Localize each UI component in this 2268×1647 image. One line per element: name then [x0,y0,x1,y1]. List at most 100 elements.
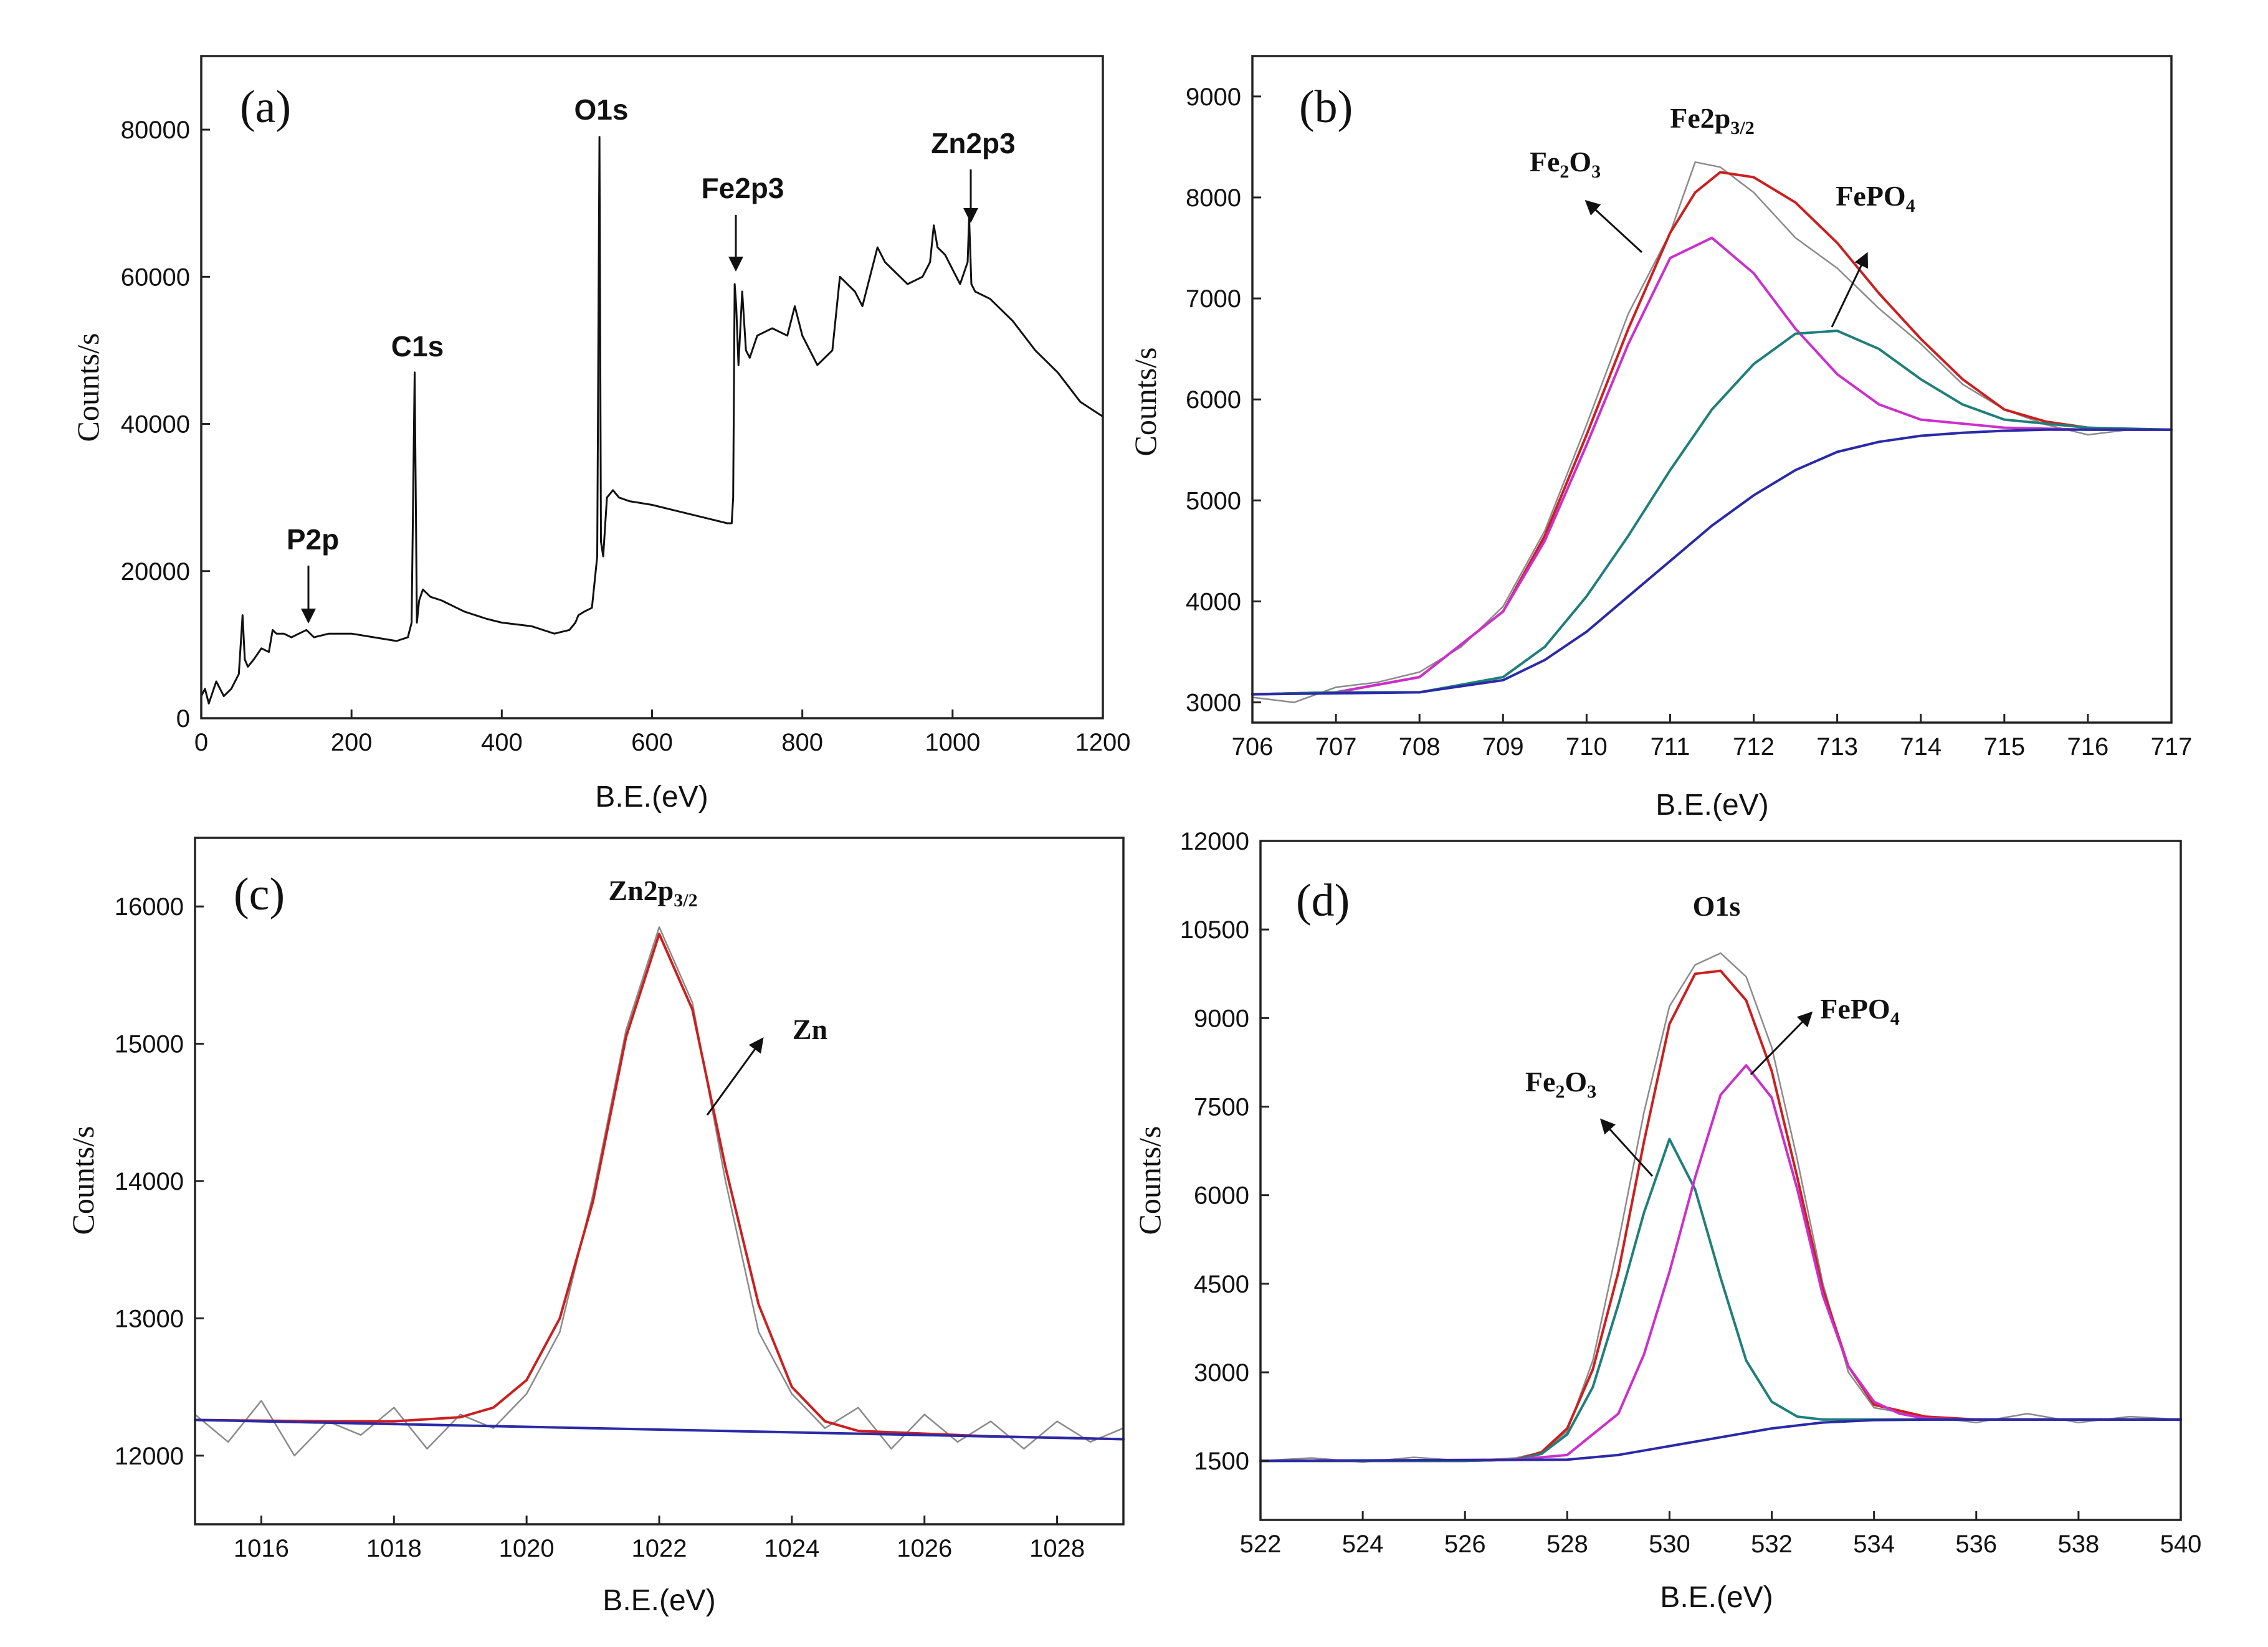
panel-a-series-survey [200,136,1104,705]
panel-b-series-fe2o3 [1251,236,2173,696]
panel-b-xtick-label: 707 [1315,733,1357,761]
panel-a-xtick-label: 1000 [925,729,980,756]
panel-a-ytick-label: 20000 [121,558,190,586]
panel-b-ylabel: Counts/s [1128,347,1163,456]
panel-b-ticks: 706 707 708 709 710 711 712 713 714 715 716 717 3000… [1186,83,2192,761]
panel-a-ytick-label: 80000 [121,116,190,144]
panel-c-ytick-label: 16000 [115,893,184,921]
panel-c-xtick-label: 1022 [632,1535,687,1562]
panel-c-tag: (c) [234,869,285,920]
panel-c-xtick-label: 1026 [897,1535,952,1562]
panel-d-xtick-label: 532 [1751,1531,1793,1558]
panel-b-xtick-label: 710 [1566,733,1608,761]
panel-a-annotation-p2p: P2p [287,523,339,556]
panel-a-xtick-label: 800 [781,729,823,756]
panel-d-annotation-o1s: O1s [1693,890,1741,922]
panel-d-ytick-label: 12000 [1180,828,1249,855]
panel-a-xtick-label: 600 [631,729,673,756]
panel-d-xtick-label: 538 [2058,1531,2100,1558]
panel-b-ytick-label: 6000 [1186,386,1241,414]
panel-a-lines [200,136,1104,705]
panel-d-xtick-label: 540 [2160,1531,2202,1558]
panel-b-xlabel: B.E.(eV) [1656,789,1768,822]
panel-b-ytick-label: 7000 [1186,285,1241,313]
panel-a-tag: (a) [240,82,291,133]
panel-b-xtick-label: 715 [1983,733,2025,761]
panel-a-xtick-label: 200 [331,729,373,756]
panel-d-arrow-fe2o3 [1599,1118,1654,1177]
panel-c-series-background [194,1418,1125,1441]
panel-d-series-background [1259,1418,2182,1463]
panel-d-series-raw [1259,952,2182,1463]
panel-b-xtick-label: 717 [2151,733,2193,761]
panel-b-frame [1251,55,2173,724]
panel-a-ylabel: Counts/s [70,333,105,442]
panel-d-xtick-label: 534 [1853,1531,1895,1558]
panel-b-arrow-fepo4 [1831,252,1869,328]
panel-a-annotation-o1s: O1s [574,93,629,126]
panel-d-ytick-label: 3000 [1194,1359,1249,1387]
panel-d-xtick-label: 528 [1546,1531,1588,1558]
panel-b-series-fe2p3-2-envelope [1251,171,2173,696]
panel-d-ticks: 522 524 526 528 530 532 534 536 538 540 1500 3000 45… [1180,828,2202,1558]
panel-b-xtick-label: 708 [1399,733,1441,761]
panel-b-xtick-label: 711 [1651,733,1690,761]
panel-a-annotation-fe2p3: Fe2p3 [702,172,784,204]
panel-b-ytick-label: 5000 [1186,487,1241,515]
panel-b-xtick-label: 716 [2067,733,2109,761]
panel-a-ytick-label: 60000 [121,263,190,291]
panel-b-annotation-fepo4: FePO4 [1836,180,1915,216]
panel-d-series-fepo4 [1259,1064,2182,1463]
panel-d-series-fe2o3 [1259,1137,2182,1463]
panel-b-lines [1251,161,2173,703]
panel-b-ytick-label: 9000 [1186,83,1241,111]
panel-d-arrow-fepo4 [1750,1011,1813,1076]
panel-c-annotation-zn: Zn [793,1013,827,1045]
panel-c-xlabel: B.E.(eV) [603,1584,715,1617]
panel-b-ytick-label: 3000 [1186,690,1241,717]
panel-c-ytick-label: 14000 [115,1168,184,1195]
panel-c-xtick-label: 1028 [1029,1535,1085,1562]
panel-b-tag: (b) [1299,82,1353,133]
panel-d-frame [1259,840,2182,1521]
panel-b: 706 707 708 709 710 711 712 713 714 715 716 717 3000… [1128,55,2192,822]
panel-a-ticks: 0 200 400 600 800 1000 1200 0 20000 40000 60000 800… [121,116,1131,756]
panel-d-ytick-label: 6000 [1194,1182,1249,1210]
panel-d-ylabel: Counts/s [1132,1126,1167,1235]
panel-c-series-zn2p3-2-envelope [194,933,1125,1441]
panel-b-series-raw [1251,161,2173,703]
panel-d-series-o1s-envelope [1259,969,2182,1463]
panel-b-annotation-fe2o3: Fe2O3 [1530,146,1601,182]
panel-c-xtick-label: 1024 [764,1535,819,1562]
panel-a-xlabel: B.E.(eV) [595,781,708,814]
panel-d-ytick-label: 9000 [1194,1005,1249,1032]
panel-c-xtick-label: 1020 [499,1535,555,1562]
panel-d-xtick-label: 526 [1444,1531,1486,1558]
panel-b-arrow-fe2o3 [1584,199,1643,254]
panel-c-ticks: 1016 1018 1020 1022 1024 1026 1028 12000 13000 14… [115,893,1085,1562]
panel-c-ylabel: Counts/s [65,1126,100,1235]
panel-d-annotation-fe2o3: Fe2O3 [1525,1066,1596,1102]
panel-d-xtick-label: 536 [1955,1531,1997,1558]
panel-d-xtick-label: 530 [1649,1531,1690,1558]
panel-a-ytick-label: 40000 [121,411,190,439]
panel-b-xtick-label: 709 [1482,733,1524,761]
panel-c: 1016 1018 1020 1022 1024 1026 1028 12000 13000 14… [65,837,1125,1617]
panel-d-lines [1259,952,2182,1463]
panel-c-lines [194,926,1125,1457]
panel-c-ytick-label: 13000 [115,1305,184,1332]
panel-b-xtick-label: 706 [1232,733,1274,761]
panel-b-series-background [1251,428,2173,696]
panel-b-ytick-label: 4000 [1186,588,1241,615]
panel-c-xtick-label: 1016 [234,1535,289,1562]
panel-a: 0 200 400 600 800 1000 1200 0 20000 40000 60000 800… [70,55,1131,814]
panel-b-xtick-label: 712 [1733,733,1775,761]
panel-a-annotation-zn2p3: Zn2p3 [931,127,1015,159]
panel-b-series-fepo4 [1251,330,2173,696]
panel-a-xtick-label: 1200 [1075,729,1131,756]
panel-d-ytick-label: 7500 [1194,1094,1249,1121]
panel-b-xtick-label: 714 [1900,733,1942,761]
panel-d-xtick-label: 524 [1342,1531,1384,1558]
panel-c-xtick-label: 1018 [366,1535,422,1562]
